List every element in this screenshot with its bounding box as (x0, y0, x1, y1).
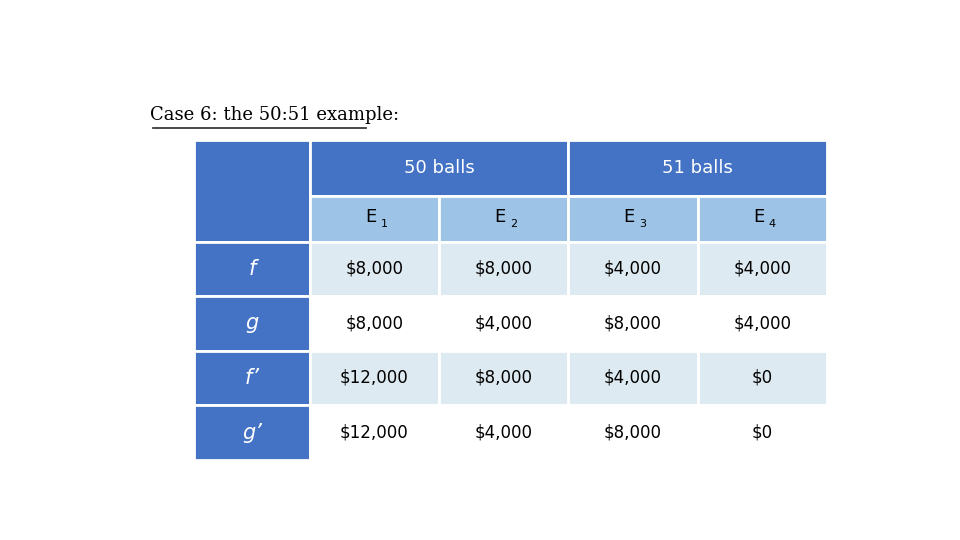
Bar (310, 140, 568, 196)
Text: $8,000: $8,000 (474, 260, 533, 278)
Text: $4,000: $4,000 (604, 369, 661, 387)
Bar (310, 405, 439, 460)
Bar (568, 350, 698, 405)
Bar (439, 296, 568, 350)
Bar (439, 241, 568, 296)
Bar (698, 405, 827, 460)
Text: 50 balls: 50 balls (403, 159, 474, 177)
Text: 1: 1 (380, 219, 388, 230)
Text: 2: 2 (510, 219, 516, 230)
Text: $8,000: $8,000 (604, 314, 661, 333)
Bar (194, 405, 310, 460)
Bar (194, 350, 310, 405)
Text: $0: $0 (752, 369, 773, 387)
Text: $0: $0 (752, 423, 773, 442)
Bar (194, 296, 310, 350)
Bar (194, 241, 310, 296)
Bar (310, 296, 439, 350)
Text: $12,000: $12,000 (340, 423, 409, 442)
Text: E: E (624, 207, 635, 226)
Text: $8,000: $8,000 (604, 423, 661, 442)
Bar (698, 196, 827, 241)
Bar (568, 296, 698, 350)
Text: $4,000: $4,000 (733, 260, 791, 278)
Bar (310, 196, 439, 241)
Bar (568, 140, 827, 196)
Bar (698, 296, 827, 350)
Text: E: E (365, 207, 376, 226)
Text: f’: f’ (245, 368, 259, 388)
Text: $8,000: $8,000 (346, 314, 403, 333)
Text: g’: g’ (242, 422, 262, 442)
Text: Case 6: the 50:51 example:: Case 6: the 50:51 example: (150, 106, 399, 124)
Bar (310, 350, 439, 405)
Bar (310, 241, 439, 296)
Text: $4,000: $4,000 (474, 314, 533, 333)
Text: g: g (246, 313, 258, 333)
Bar (568, 405, 698, 460)
Text: $12,000: $12,000 (340, 369, 409, 387)
Bar (194, 140, 310, 241)
Bar (439, 196, 568, 241)
Bar (698, 350, 827, 405)
Text: 3: 3 (639, 219, 646, 230)
Text: f: f (249, 259, 255, 279)
Bar (568, 196, 698, 241)
Text: E: E (753, 207, 764, 226)
Text: $8,000: $8,000 (346, 260, 403, 278)
Text: $4,000: $4,000 (733, 314, 791, 333)
Bar (568, 241, 698, 296)
Text: E: E (494, 207, 506, 226)
Bar (698, 241, 827, 296)
Text: $8,000: $8,000 (474, 369, 533, 387)
Text: 51 balls: 51 balls (662, 159, 733, 177)
Text: $4,000: $4,000 (474, 423, 533, 442)
Text: 4: 4 (768, 219, 776, 230)
Text: $4,000: $4,000 (604, 260, 661, 278)
Bar (439, 350, 568, 405)
Bar (439, 405, 568, 460)
